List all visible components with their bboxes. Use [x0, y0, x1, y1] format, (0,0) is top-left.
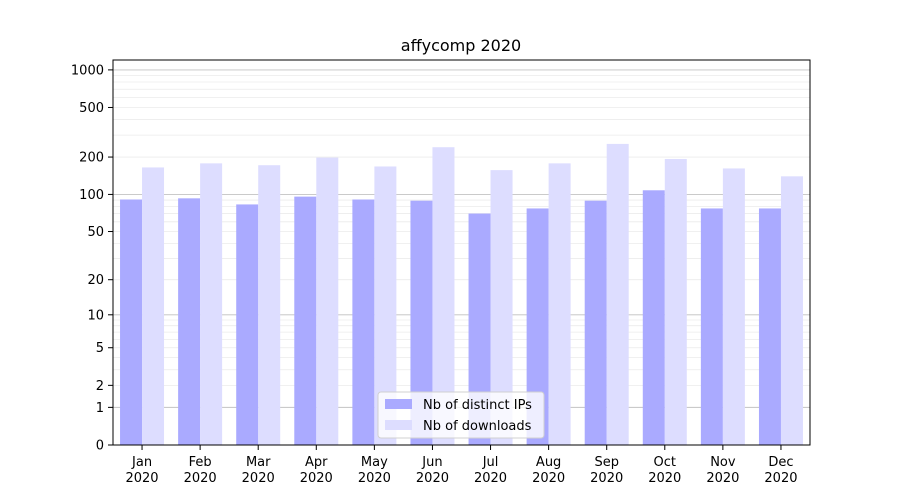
legend-label: Nb of distinct IPs [423, 398, 532, 413]
bar-downloads [432, 147, 455, 446]
legend-swatch [385, 399, 412, 409]
bar-downloads [722, 168, 745, 445]
x-tick-label: Jul 2020 [474, 455, 507, 486]
bar-distinct-ips [236, 204, 259, 445]
bar-distinct-ips [584, 200, 607, 445]
x-tick-label: Aug 2020 [532, 455, 565, 486]
axes: 0 1 2 5 10 20 50 100 200 500 1000 Jan 2020 Feb 2020 Mar… [71, 59, 811, 486]
bar-distinct-ips [758, 208, 781, 445]
bar-downloads [664, 158, 687, 445]
bar-downloads [142, 167, 165, 445]
bar-distinct-ips [352, 199, 375, 445]
x-tick-label: Sep 2020 [590, 455, 623, 486]
bar-downloads [374, 166, 397, 445]
bars [120, 143, 803, 446]
grid-lines [113, 69, 810, 408]
bar-downloads [490, 170, 513, 445]
y-tick-label: 5 [96, 341, 104, 356]
y-tick-label: 200 [79, 151, 104, 166]
x-tick-label: Nov 2020 [706, 455, 739, 486]
bar-distinct-ips [294, 196, 317, 445]
bar-distinct-ips [700, 208, 723, 445]
bar-distinct-ips [468, 213, 491, 445]
bar-downloads [606, 143, 629, 445]
y-tick-label: 100 [79, 188, 104, 203]
y-tick-label: 50 [87, 225, 104, 240]
x-tick-label: Dec 2020 [764, 455, 797, 486]
chart-title: affycomp 2020 [401, 36, 521, 55]
legend: Nb of distinct IPs Nb of downloads [377, 391, 545, 439]
plot-frame [112, 59, 811, 446]
bar-downloads [200, 163, 223, 446]
bar-distinct-ips [178, 198, 201, 445]
y-tick-label: 1000 [71, 63, 104, 78]
bar-distinct-ips [120, 199, 143, 445]
bar-downloads [780, 176, 803, 445]
bar-downloads [548, 163, 571, 446]
x-tick-label: Jun 2020 [416, 455, 449, 486]
y-tick-label: 1 [96, 401, 104, 416]
x-tick-label: Oct 2020 [648, 455, 681, 486]
bar-distinct-ips [642, 190, 665, 445]
x-tick-label: Apr 2020 [300, 455, 333, 486]
x-tick-label: May 2020 [358, 455, 391, 486]
legend-box [377, 391, 545, 439]
bar-downloads [316, 157, 339, 446]
bar-distinct-ips [410, 200, 433, 445]
y-tick-label: 500 [79, 101, 104, 116]
x-tick-label: Feb 2020 [184, 455, 217, 486]
y-tick-label: 2 [96, 379, 104, 394]
x-tick-label: Jan 2020 [125, 455, 158, 486]
bar-downloads [258, 165, 281, 445]
y-tick-label: 10 [87, 308, 104, 323]
y-tick-label: 20 [87, 273, 104, 288]
y-tick-label: 0 [96, 439, 104, 454]
legend-label: Nb of downloads [423, 419, 532, 434]
x-tick-label: Mar 2020 [242, 455, 275, 486]
bar-distinct-ips [526, 208, 549, 445]
legend-swatch [385, 420, 412, 430]
